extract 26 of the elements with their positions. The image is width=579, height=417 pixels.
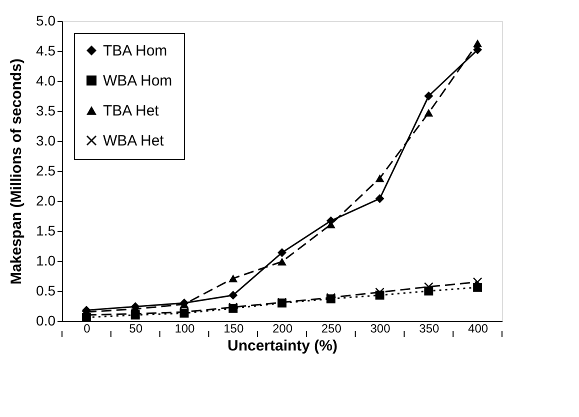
x-axis-title: Uncertainty (%): [227, 338, 338, 354]
y-tick-label: 3.5: [36, 102, 56, 118]
legend-label: WBA Hom: [103, 72, 172, 90]
x-tick-label: 300: [370, 322, 391, 336]
y-tick-label: 5.0: [36, 12, 56, 28]
legend-label: WBA Het: [103, 132, 165, 150]
y-tick-label: 4.5: [36, 42, 56, 58]
x-tick-label: 350: [419, 322, 440, 336]
y-tick-label: 2.0: [36, 192, 56, 208]
x-tick-label: 50: [129, 322, 143, 336]
y-tick-label: 0.5: [36, 282, 56, 298]
x-tick-label: 0: [84, 322, 91, 336]
y-tick-label: 3.0: [36, 132, 56, 148]
x-tick-label: 150: [224, 322, 244, 336]
y-tick-label: 2.5: [36, 162, 56, 178]
y-tick-label: 1.5: [36, 222, 56, 238]
legend-label: TBA Het: [103, 102, 160, 120]
y-tick-label: 1.0: [36, 252, 56, 268]
y-tick-label: 4.0: [36, 72, 56, 88]
x-tick-label: 200: [272, 322, 293, 336]
x-tick-label: 250: [321, 322, 342, 336]
y-tick-label: 0.0: [36, 312, 56, 328]
y-axis-title: Makespan (Millions of seconds): [8, 58, 26, 284]
x-tick-label: 100: [174, 322, 196, 336]
x-tick-label: 400: [468, 322, 488, 336]
legend-label: TBA Hom: [103, 42, 168, 60]
